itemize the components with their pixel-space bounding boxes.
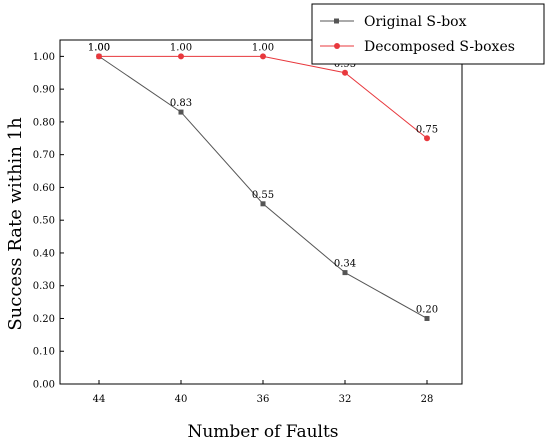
y-tick-label: 0.40 bbox=[33, 248, 55, 259]
y-tick-label: 0.90 bbox=[33, 85, 55, 96]
data-point bbox=[260, 53, 266, 60]
y-tick-label: 1.00 bbox=[33, 52, 55, 63]
y-tick-label: 0.10 bbox=[33, 347, 55, 358]
series-line bbox=[99, 55, 428, 139]
y-tick-label: 0.50 bbox=[33, 216, 55, 227]
legend-marker bbox=[334, 18, 339, 24]
data-label: 1.00 bbox=[88, 42, 110, 53]
y-axis-ticks: 0.00 0.10 0.20 0.30 0.40 0.50 0.60 0.70 0.80 0.90… bbox=[33, 52, 64, 391]
y-axis-title: Success Rate within 1h bbox=[5, 117, 26, 331]
data-label: 0.75 bbox=[416, 124, 438, 135]
x-tick-label: 28 bbox=[421, 394, 434, 405]
y-tick-label: 0.00 bbox=[33, 380, 55, 391]
data-label: 0.34 bbox=[334, 259, 356, 270]
data-point bbox=[342, 270, 348, 276]
plot-border bbox=[59, 39, 463, 385]
data-point bbox=[178, 109, 184, 115]
legend-box bbox=[311, 3, 545, 65]
legend-marker bbox=[334, 43, 340, 49]
series-1: 1.00 0.83 0.55 0.34 0.20 bbox=[88, 42, 438, 321]
legend: Original S-box Decomposed S-boxes bbox=[311, 3, 545, 65]
y-tick-label: 0.70 bbox=[33, 150, 55, 161]
series-line bbox=[98, 55, 428, 319]
data-point bbox=[342, 69, 348, 76]
data-label: 0.83 bbox=[170, 98, 192, 109]
y-tick-label: 0.80 bbox=[33, 117, 55, 128]
legend-label: Decomposed S-boxes bbox=[364, 39, 515, 55]
data-label: 1.00 bbox=[170, 42, 192, 53]
data-label: 1.00 bbox=[88, 42, 110, 53]
legend-item: Decomposed S-boxes bbox=[320, 39, 515, 55]
data-label: 1.00 bbox=[252, 42, 274, 53]
legend-label: Original S-box bbox=[364, 14, 467, 30]
data-point bbox=[424, 135, 430, 142]
x-tick-label: 44 bbox=[93, 394, 106, 405]
plot-frame bbox=[59, 39, 463, 385]
data-point bbox=[96, 53, 102, 60]
y-tick-label: 0.20 bbox=[33, 314, 55, 325]
x-tick-label: 36 bbox=[257, 394, 270, 405]
data-label: 0.55 bbox=[252, 190, 274, 201]
x-tick-label: 32 bbox=[339, 394, 352, 405]
data-point bbox=[424, 315, 430, 321]
series-layer: 1.000.830.550.340.201.001.001.000.950.75 bbox=[88, 42, 438, 321]
data-label: 0.20 bbox=[416, 304, 438, 315]
y-tick-label: 0.60 bbox=[33, 183, 55, 194]
data-point bbox=[178, 53, 184, 60]
x-tick-label: 40 bbox=[175, 394, 188, 405]
x-axis-ticks: 44 40 36 32 28 bbox=[93, 380, 434, 405]
y-tick-label: 0.30 bbox=[33, 281, 55, 292]
data-point bbox=[260, 201, 266, 207]
legend-item: Original S-box bbox=[320, 14, 467, 30]
x-axis-title: Number of Faults bbox=[187, 422, 338, 442]
